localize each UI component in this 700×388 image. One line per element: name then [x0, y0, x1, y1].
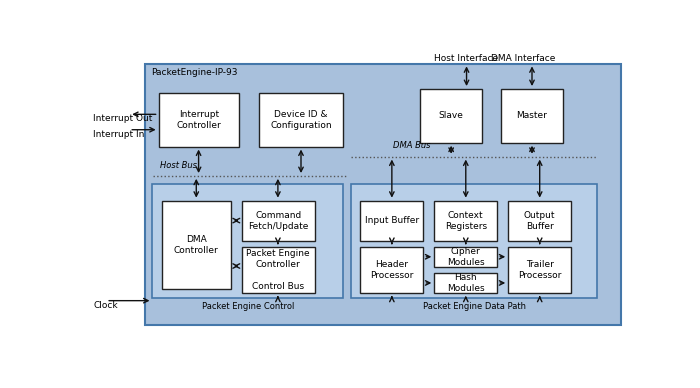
Text: Output
Buffer: Output Buffer: [524, 211, 556, 230]
Text: Interrupt In: Interrupt In: [93, 130, 144, 139]
Text: Cipher
Modules: Cipher Modules: [447, 247, 484, 267]
Bar: [351, 184, 598, 298]
Text: Packet Engine Control: Packet Engine Control: [202, 302, 294, 311]
Text: Slave: Slave: [439, 111, 463, 120]
Text: Context
Registers: Context Registers: [444, 211, 486, 230]
Text: Hash
Modules: Hash Modules: [447, 273, 484, 293]
Bar: [145, 64, 620, 325]
Text: Clock: Clock: [93, 301, 118, 310]
Bar: [420, 89, 482, 143]
Bar: [153, 184, 344, 298]
Bar: [162, 201, 231, 289]
Bar: [360, 201, 424, 241]
Text: DMA Interface: DMA Interface: [491, 54, 555, 63]
Bar: [158, 93, 239, 147]
Text: Interrupt Out: Interrupt Out: [93, 114, 153, 123]
Text: Host Bus: Host Bus: [160, 161, 197, 170]
Text: Trailer
Processor: Trailer Processor: [518, 260, 561, 280]
Bar: [434, 273, 497, 293]
Bar: [508, 201, 571, 241]
Text: DMA
Controller: DMA Controller: [174, 235, 218, 255]
Text: DMA Bus: DMA Bus: [393, 141, 431, 150]
Bar: [241, 247, 315, 293]
Bar: [360, 247, 424, 293]
Text: PacketEngine-IP-93: PacketEngine-IP-93: [151, 68, 237, 77]
Text: Command
Fetch/Update: Command Fetch/Update: [248, 211, 309, 230]
Text: Host Interface: Host Interface: [435, 54, 498, 63]
Text: Device ID &
Configuration: Device ID & Configuration: [270, 110, 332, 130]
Text: Input Buffer: Input Buffer: [365, 216, 419, 225]
Text: Packet Engine Data Path: Packet Engine Data Path: [423, 302, 526, 311]
Bar: [241, 201, 315, 241]
Bar: [508, 247, 571, 293]
Text: Packet Engine
Controller

Control Bus: Packet Engine Controller Control Bus: [246, 249, 310, 291]
Text: Interrupt
Controller: Interrupt Controller: [176, 110, 221, 130]
Text: Master: Master: [517, 111, 547, 120]
Text: Header
Processor: Header Processor: [370, 260, 414, 280]
Bar: [434, 247, 497, 267]
Bar: [434, 201, 497, 241]
Bar: [501, 89, 563, 143]
Bar: [258, 93, 343, 147]
